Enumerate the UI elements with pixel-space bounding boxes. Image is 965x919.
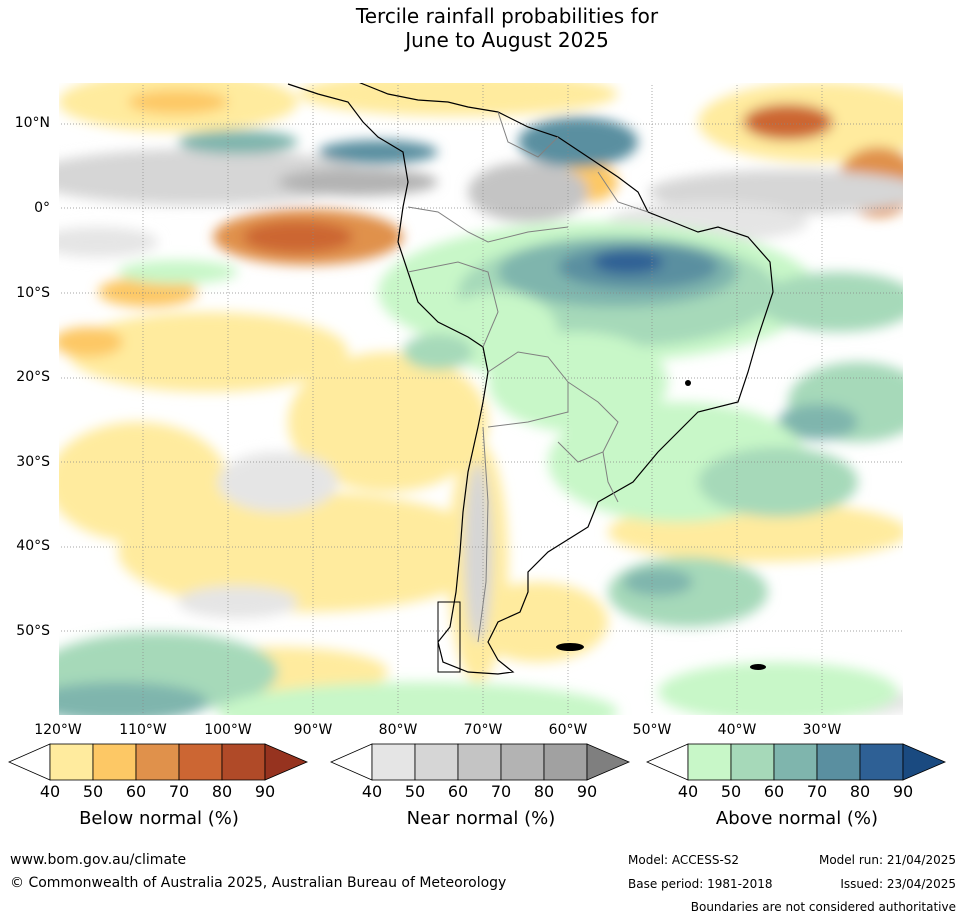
colorbar-arrow-high [264,743,309,781]
colorbar-segment [49,743,94,781]
lat-tick-30s: 30°S [16,454,50,470]
colorbar-segment [816,743,861,781]
near-normal-label: Near normal (%) [406,808,556,829]
lon-tick-120w: 120°W [34,722,82,738]
colorbar-tick-label: 90 [576,782,598,801]
colorbar-segment [773,743,818,781]
colorbar-arrow-low [330,743,373,781]
colorbar-segment [92,743,137,781]
colorbar-tick-label: 80 [849,782,871,801]
colorbar-tick-label: 50 [82,782,104,801]
near-normal-colorbar [330,743,631,781]
lon-tick-100w: 100°W [204,722,252,738]
colorbar-arrow-high [586,743,631,781]
colorbar-segment [178,743,223,781]
lon-tick-30w: 30°W [802,722,842,738]
copyright-text: © Commonwealth of Australia 2025, Austra… [10,875,507,891]
website-link[interactable]: www.bom.gov.au/climate [10,852,187,868]
lat-tick-20s: 20°S [16,369,50,385]
lon-tick-110w: 110°W [119,722,167,738]
lon-tick-70w: 70°W [463,722,503,738]
lat-tick-40s: 40°S [16,538,50,554]
below-normal-colorbar [8,743,309,781]
model-run-date: Model run: 21/04/2025 [818,853,956,867]
colorbar-segment [414,743,459,781]
lat-tick-10s: 10°S [16,285,50,301]
lat-tick-0: 0° [34,200,50,216]
lon-tick-90w: 90°W [293,722,333,738]
title-line-1: Tercile rainfall probabilities for [355,4,659,28]
colorbar-tick-label: 40 [39,782,61,801]
base-period: Base period: 1981-2018 [628,877,773,891]
colorbar-tick-label: 60 [447,782,469,801]
title-line-2: June to August 2025 [405,28,609,52]
colorbar-arrow-high [902,743,947,781]
lon-tick-50w: 50°W [632,722,672,738]
colorbar-segment [135,743,180,781]
colorbar-tick-label: 70 [806,782,828,801]
colorbar-tick-label: 60 [125,782,147,801]
colorbar-tick-label: 70 [168,782,190,801]
lat-tick-50s: 50°S [16,623,50,639]
colorbar-tick-label: 50 [720,782,742,801]
colorbar-tick-label: 80 [211,782,233,801]
colorbar-segment [500,743,545,781]
colorbar-segment [221,743,266,781]
colorbar-segment [687,743,732,781]
colorbar-tick-label: 80 [533,782,555,801]
model-name: Model: ACCESS-S2 [628,853,740,867]
colorbar-arrow-low [8,743,51,781]
colorbar-tick-label: 50 [404,782,426,801]
lon-tick-80w: 80°W [378,722,418,738]
rainfall-probability-map [58,82,904,716]
colorbar-segment [543,743,588,781]
islands [437,380,766,673]
colorbar-tick-label: 40 [361,782,383,801]
colorbar-tick-label: 90 [892,782,914,801]
colorbar-arrow-low [646,743,689,781]
above-normal-colorbar [646,743,947,781]
colorbar-segment [859,743,904,781]
boundaries-disclaimer: Boundaries are not considered authoritat… [690,900,956,914]
issued-date: Issued: 23/04/2025 [840,877,956,891]
lat-tick-10n: 10°N [14,115,50,131]
colorbar-tick-label: 40 [677,782,699,801]
colorbar-segment [457,743,502,781]
colorbar-segment [730,743,775,781]
graticule [58,82,904,716]
colorbar-tick-label: 90 [254,782,276,801]
country-borders [407,111,649,643]
lon-tick-40w: 40°W [717,722,757,738]
colorbar-tick-label: 70 [490,782,512,801]
south-america-coastline [287,82,774,675]
above-normal-label: Above normal (%) [715,808,879,829]
below-normal-label: Below normal (%) [79,808,239,829]
colorbar-segment [371,743,416,781]
chart-title: Tercile rainfall probabilities for June … [0,4,965,52]
lon-tick-60w: 60°W [548,722,588,738]
colorbar-tick-label: 60 [763,782,785,801]
